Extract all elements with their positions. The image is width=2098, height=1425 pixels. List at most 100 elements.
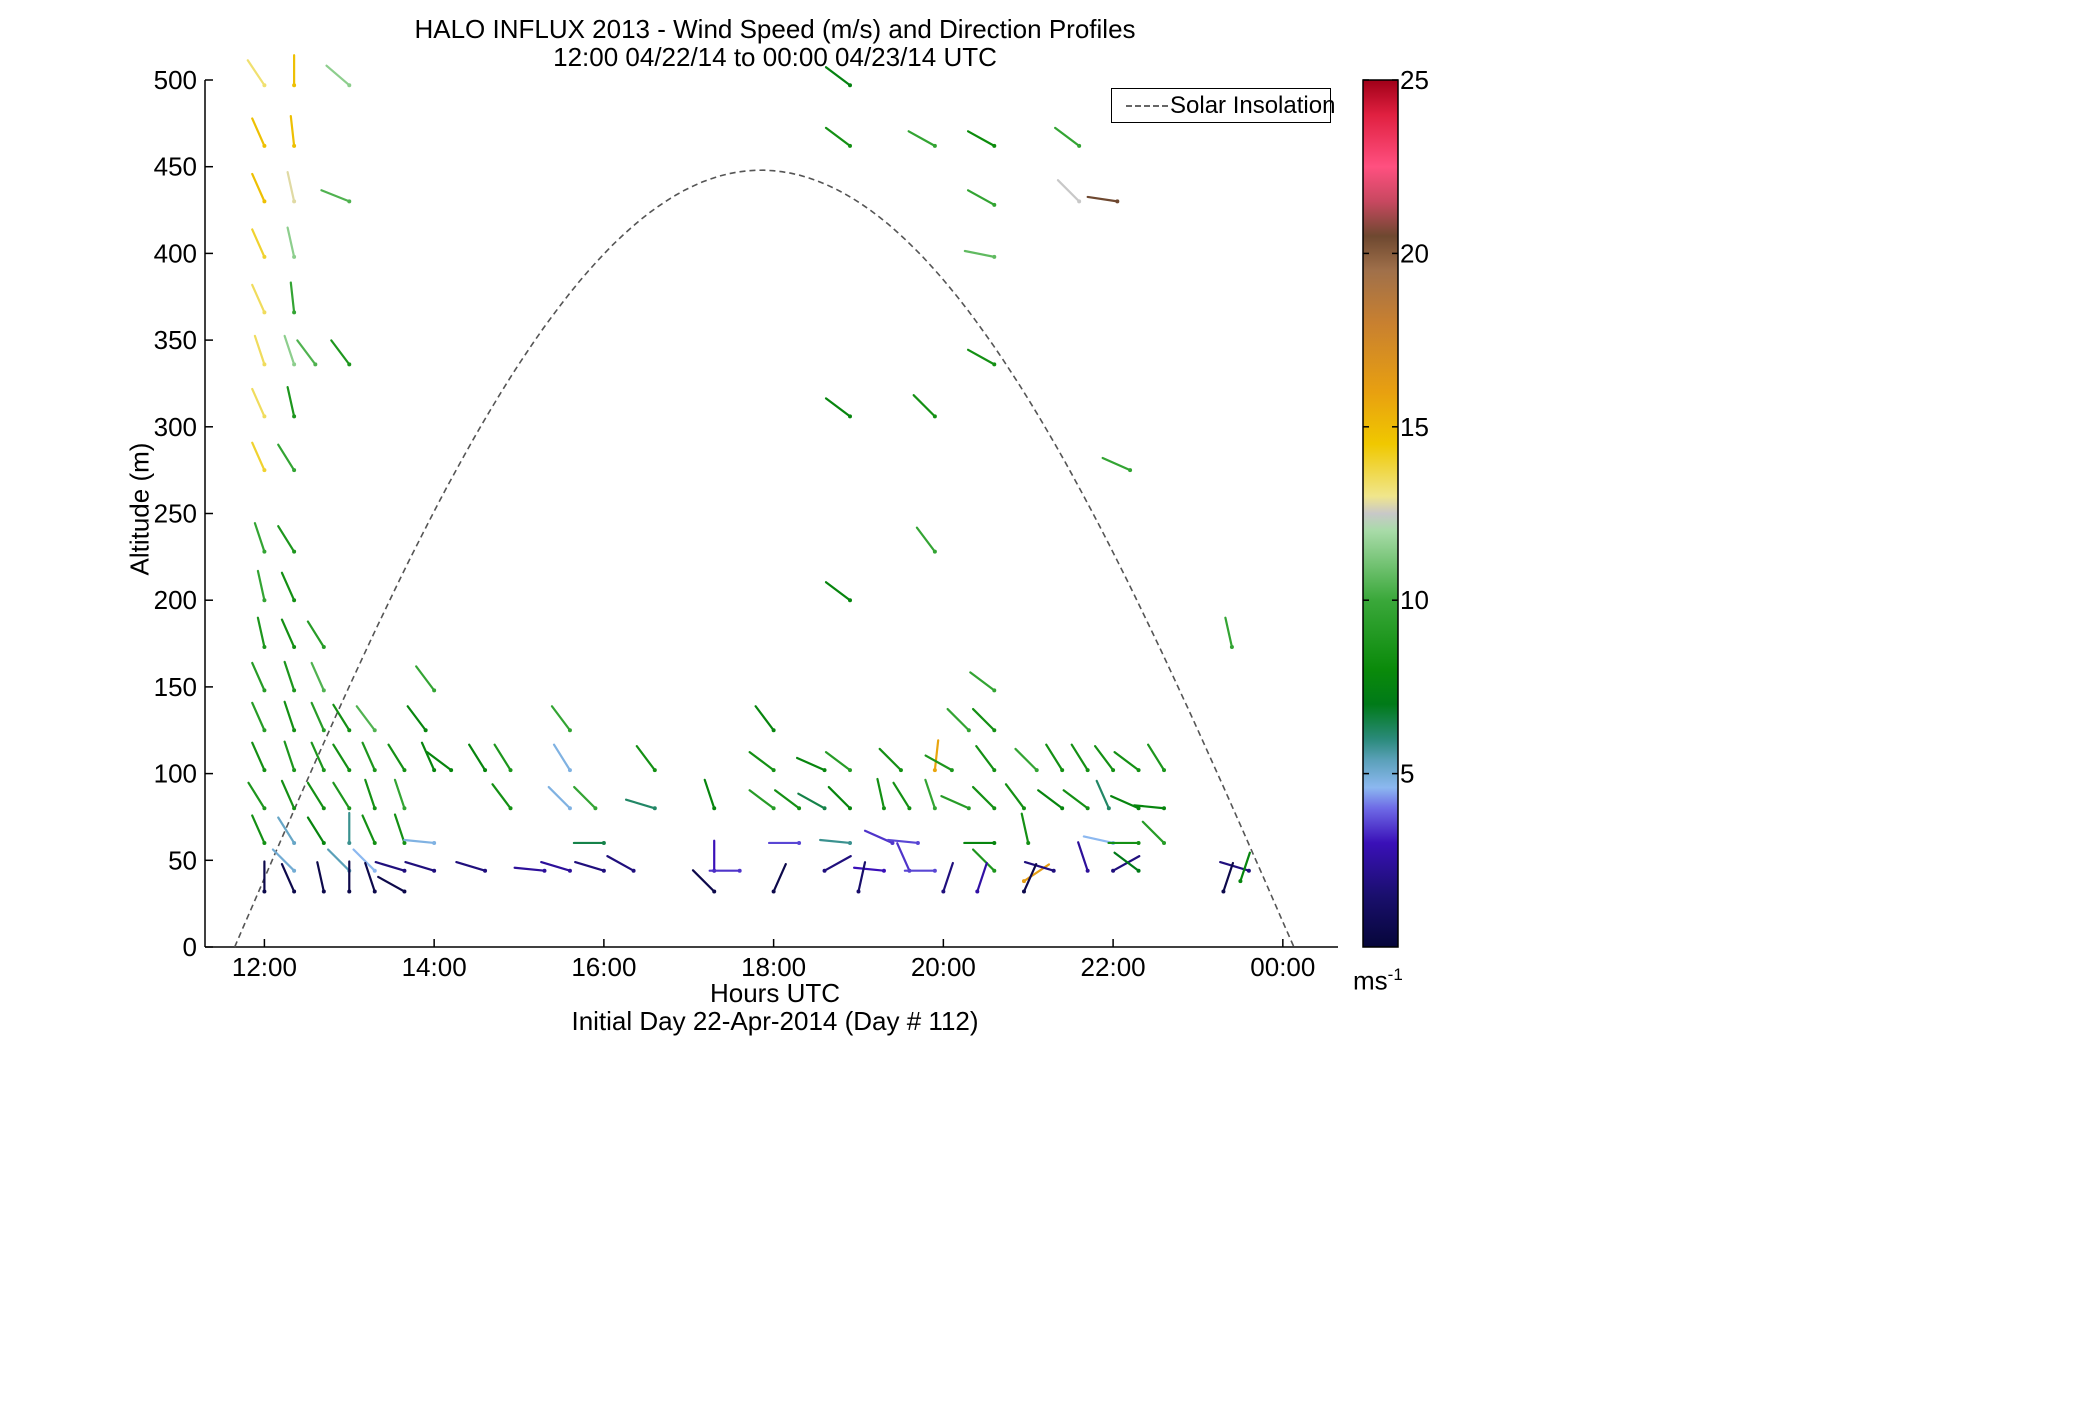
wind-vector	[940, 794, 970, 810]
wind-vector	[1239, 851, 1251, 883]
wind-vector	[403, 838, 436, 845]
wind-vector-head	[1051, 868, 1056, 873]
wind-vector	[251, 387, 266, 418]
wind-vector-head	[1136, 768, 1141, 773]
wind-vector	[320, 189, 351, 203]
wind-vector	[393, 813, 406, 845]
wind-vector-head	[1162, 768, 1167, 773]
wind-vector-head	[1060, 768, 1065, 773]
wind-vector	[796, 756, 826, 772]
wind-vector-head	[262, 806, 267, 811]
wind-vector-head	[292, 83, 297, 88]
wind-vector	[691, 869, 716, 893]
wind-vector	[966, 348, 996, 366]
solar-insolation-curve	[233, 169, 1295, 948]
wind-vector	[361, 814, 376, 845]
wind-vector-head	[262, 549, 267, 554]
wind-vector-head	[262, 362, 267, 367]
wind-vector	[289, 281, 296, 314]
x-tick-label: 16:00	[571, 952, 636, 982]
wind-vector-head	[822, 806, 827, 811]
wind-vector	[352, 848, 376, 872]
wind-vector-head	[1021, 806, 1026, 811]
x-axis-sublabel: Initial Day 22-Apr-2014 (Day # 112)	[571, 1006, 979, 1036]
wind-vector	[283, 660, 296, 692]
wind-vector-head	[292, 889, 297, 894]
wind-vector	[924, 754, 953, 772]
wind-vector-head	[262, 143, 267, 148]
wind-vector	[1113, 751, 1140, 772]
wind-vector-head	[848, 143, 853, 148]
wind-vector-head	[992, 868, 997, 873]
wind-vector	[387, 743, 406, 772]
wind-vector-head	[1060, 806, 1065, 811]
wind-vector	[547, 785, 572, 810]
wind-vector-head	[508, 768, 513, 773]
wind-vector-head	[949, 768, 954, 773]
wind-vector	[1147, 743, 1166, 772]
wind-vector	[493, 743, 512, 772]
wind-vector	[406, 705, 427, 732]
wind-vector-head	[321, 768, 326, 773]
wind-vector	[251, 814, 266, 845]
y-axis-label: Altitude (m)	[124, 442, 155, 576]
x-tick-label: 14:00	[402, 952, 467, 982]
wind-vector-head	[542, 868, 547, 873]
wind-vector	[703, 778, 716, 810]
wind-vector-head	[372, 868, 377, 873]
wind-vector	[332, 743, 351, 772]
wind-vector	[1054, 126, 1081, 147]
wind-vector-head	[262, 254, 267, 259]
wind-vector-head	[321, 728, 326, 733]
wind-vector	[286, 170, 296, 203]
wind-vector-head	[432, 688, 437, 693]
wind-vector	[332, 781, 351, 810]
wind-vector	[256, 569, 266, 602]
wind-vector-head	[652, 768, 657, 773]
wind-vector-head	[932, 868, 937, 873]
wind-vector	[277, 443, 296, 472]
wind-vector	[1086, 195, 1119, 203]
wind-vector-head	[1136, 806, 1141, 811]
wind-vector	[552, 743, 572, 772]
wind-vector-head	[313, 362, 318, 367]
wind-vector	[573, 785, 597, 810]
wind-vector	[1113, 851, 1140, 872]
wind-vector-head	[797, 806, 802, 811]
colorbar-unit-base: ms	[1353, 965, 1388, 996]
wind-vector-head	[321, 840, 326, 845]
wind-vector-head	[567, 728, 572, 733]
wind-vector	[247, 781, 266, 810]
wind-vector	[253, 334, 266, 366]
y-tick-label: 450	[154, 152, 197, 182]
wind-vector-head	[321, 889, 326, 894]
wind-vector	[853, 866, 886, 872]
wind-vector-head	[432, 868, 437, 873]
wind-vector	[280, 571, 296, 602]
wind-vector-head	[848, 768, 853, 773]
wind-vector	[415, 665, 436, 692]
wind-vector	[1045, 743, 1064, 772]
wind-vector-head	[292, 468, 297, 473]
wind-vector-head	[1021, 889, 1026, 894]
axes-layer: 0 50 100 150 200 250 300 350 400 450 500 12:00 14:00…	[154, 65, 1338, 982]
wind-vector	[876, 777, 886, 810]
wind-vector	[1023, 860, 1055, 872]
wind-vector	[1022, 863, 1051, 883]
y-tick-label: 150	[154, 672, 197, 702]
wind-vector	[286, 226, 296, 258]
y-tick-label: 250	[154, 499, 197, 529]
wind-vector-head	[848, 83, 853, 88]
chart-title: HALO INFLUX 2013 - Wind Speed (m/s) and …	[414, 14, 1136, 44]
wind-vector	[1141, 820, 1166, 845]
wind-vector	[1082, 835, 1115, 845]
wind-vector-head	[932, 143, 937, 148]
wind-vector	[1222, 861, 1235, 893]
wind-vector-head	[1034, 768, 1039, 773]
wind-vector-head	[321, 806, 326, 811]
wind-vector-head	[848, 414, 853, 419]
wind-vector-head	[292, 598, 297, 603]
wind-vector	[1224, 616, 1234, 649]
wind-vector-head	[1162, 840, 1167, 845]
